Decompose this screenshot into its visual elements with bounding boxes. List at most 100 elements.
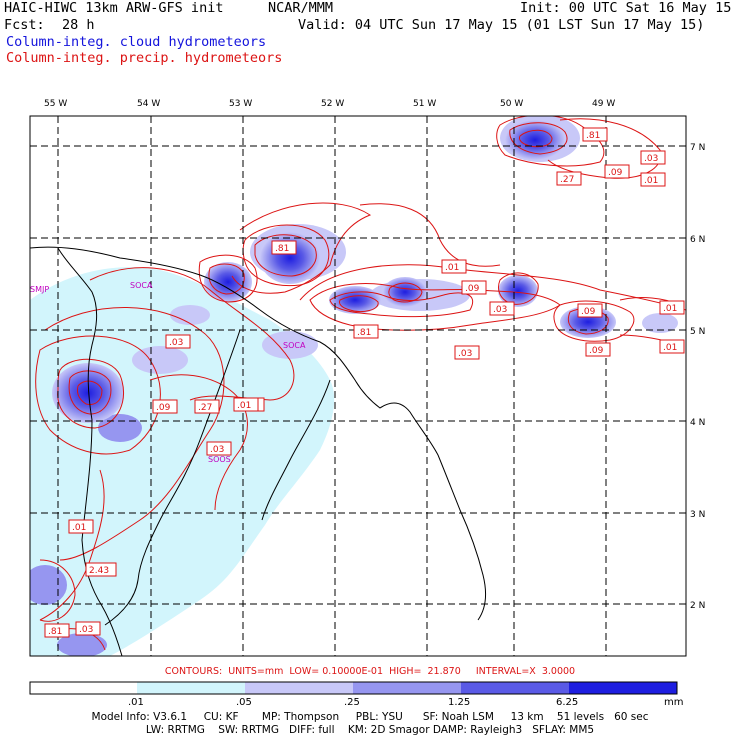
plot-area: .81 .03 .09 .01 .27 .81 .01 .09 .03 .01 .09 .81 .03.… (30, 116, 686, 656)
contour-label: .09 (608, 168, 623, 178)
forecast-hour: 28 h (62, 17, 95, 33)
colorbar-units: mm (664, 697, 684, 708)
field-title-precip: Column-integ. precip. hydrometeors (6, 50, 283, 66)
contour-label: .01 (445, 263, 459, 273)
contour-label-box (353, 324, 379, 339)
contour-label: .03 (169, 338, 183, 348)
lon-label: 55 W (44, 99, 67, 109)
lon-label: 52 W (321, 99, 344, 109)
lat-label: 6 N (690, 235, 705, 245)
contour-labels: .81 .03 .09 .01 .27 .81 .01 .09 .03 .01 .09 .81 .03.… (44, 127, 685, 638)
model-info-line1: Model Info: V3.6.1 CU: KF MP: Thompson P… (91, 711, 649, 723)
storm-core (329, 286, 381, 314)
contour-label: .81 (48, 627, 62, 637)
station-soca: SOCA (283, 341, 306, 350)
plot-frame (29, 115, 687, 657)
contour-label: 2.43 (89, 566, 109, 576)
contour-label: .01 (237, 401, 251, 411)
lon-label: 51 W (413, 99, 436, 109)
station-soca: SOCA (130, 281, 153, 290)
contour-label: .03 (644, 154, 658, 164)
contour-label-box (206, 441, 232, 456)
cloud-shading-light (30, 267, 335, 656)
storm-core (505, 120, 565, 160)
contour-label-box (489, 301, 515, 316)
storm-core (204, 262, 252, 302)
contour-label-box (271, 240, 297, 255)
contour-label-box (75, 621, 101, 636)
colorbar-frame (29, 681, 678, 695)
colorbar-segment (461, 682, 569, 694)
contour-label-box (85, 562, 117, 577)
contour-label: .01 (663, 304, 677, 314)
cloud-shading-medium (642, 313, 678, 333)
init-time: Init: 00 UTC Sat 16 May 15 (520, 0, 732, 16)
lat-label: 4 N (690, 418, 705, 428)
lon-axis: 55 W 54 W 53 W 52 W 51 W 50 W 49 W (44, 99, 615, 109)
lat-label: 5 N (690, 327, 705, 337)
contour-label-box (152, 399, 178, 414)
colorbar-segment (245, 682, 353, 694)
colorbar-tick: .05 (236, 697, 252, 708)
contour-label-box (556, 171, 582, 186)
contour-label: .81 (275, 244, 289, 254)
contour-label-box (604, 164, 630, 179)
colorbar-tick: .01 (128, 697, 144, 708)
contour-label-box (640, 172, 666, 187)
contour-label-box (441, 259, 467, 274)
contour-label-box (454, 345, 480, 360)
contour-label: .09 (465, 284, 480, 294)
contour-label: .01 (644, 176, 658, 186)
station-smjp: SMJP (30, 285, 49, 294)
contour-label: .09 (581, 307, 596, 317)
colorbar-segment (30, 682, 137, 694)
forecast-label: Fcst: (4, 17, 45, 33)
contour-label-box (165, 334, 191, 349)
org-label: NCAR/MMM (268, 0, 334, 16)
contour-label: .09 (156, 403, 171, 413)
storm-core (498, 275, 538, 307)
lon-label: 54 W (137, 99, 160, 109)
colorbar-tick: 6.25 (556, 697, 579, 708)
lat-label: 7 N (690, 143, 705, 153)
contour-label: .03 (210, 445, 224, 455)
contour-label-box (659, 300, 685, 315)
precip-contours (35, 116, 686, 651)
lat-axis: 7 N 6 N 5 N 4 N 3 N 2 N (690, 143, 705, 611)
lon-label: 50 W (500, 99, 523, 109)
contour-label-box (461, 280, 487, 295)
field-title-cloud: Column-integ. cloud hydrometeors (6, 34, 267, 50)
colorbar-tick: .25 (344, 697, 360, 708)
lat-label: 3 N (690, 510, 705, 520)
lat-lon-grid (30, 116, 686, 656)
cloud-shading-medium (132, 346, 188, 374)
model-info-line2: LW: RRTMG SW: RRTMG DIFF: full KM: 2D Sm… (145, 724, 595, 736)
contour-label: .81 (586, 131, 600, 141)
contour-label-box (233, 397, 259, 412)
station-soos: SOOS (208, 455, 231, 464)
contours-info: CONTOURS: UNITS=mm LOW= 0.10000E-01 HIGH… (164, 666, 576, 677)
colorbar-segment (137, 682, 245, 694)
coastline (30, 246, 486, 656)
cloud-shading-medium (262, 331, 318, 359)
contour-label-box (44, 623, 70, 638)
model-title: HAIC-HIWC 13km ARW-GFS init (4, 0, 224, 16)
contour-label: .01 (72, 523, 86, 533)
contour-label: .01 (663, 343, 677, 353)
contour-label-box (585, 342, 611, 357)
contour-label: .03 (493, 305, 507, 315)
contour-label-box (659, 339, 685, 354)
contour-label-box (68, 519, 94, 534)
colorbar-tick: 1.25 (448, 697, 471, 708)
contour-label-box (640, 150, 666, 165)
lon-label: 53 W (229, 99, 252, 109)
contour-label: .03 (79, 625, 93, 635)
lon-label: 49 W (592, 99, 615, 109)
contour-label-box (582, 127, 608, 142)
valid-time: Valid: 04 UTC Sun 17 May 15 (01 LST Sun … (298, 17, 705, 33)
contour-label: .27 (198, 403, 212, 413)
cloud-shading-medium (57, 633, 107, 656)
contour-label: .81 (357, 328, 371, 338)
contour-label: .09 (589, 346, 604, 356)
